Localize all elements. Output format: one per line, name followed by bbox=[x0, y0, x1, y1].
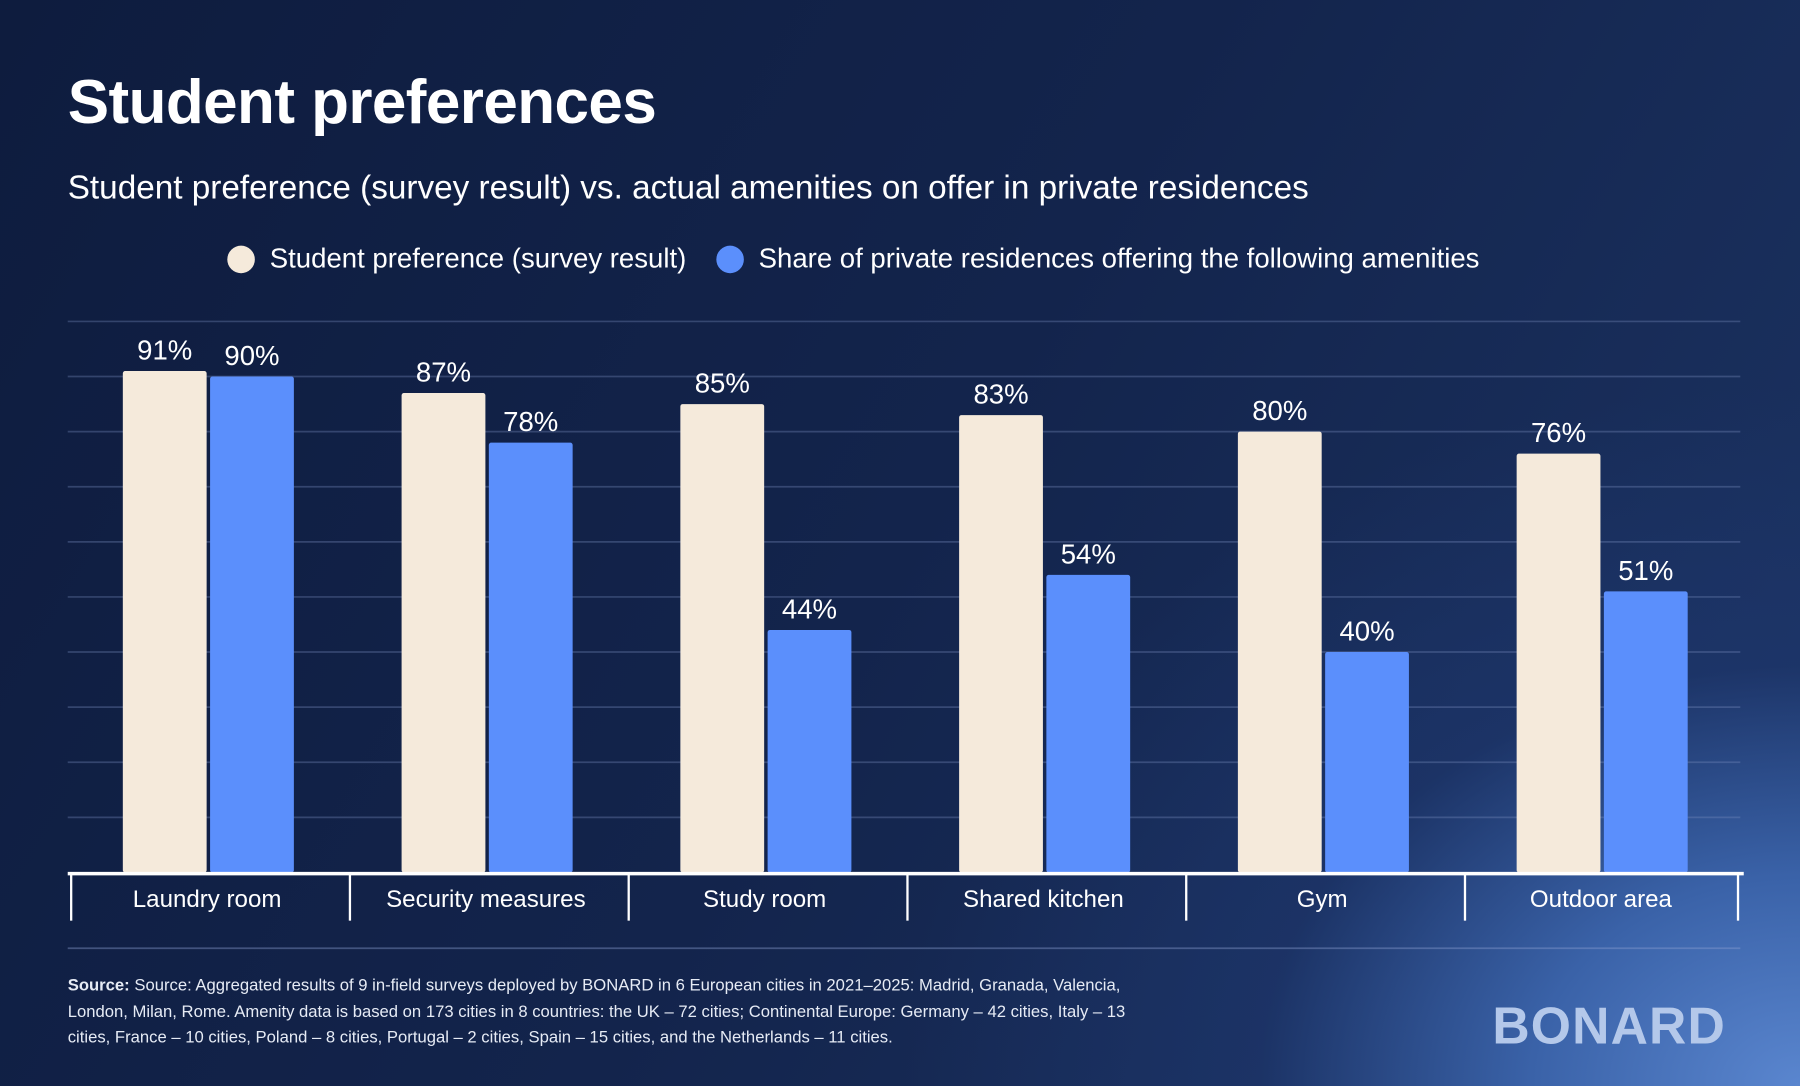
bar-preference bbox=[680, 404, 765, 873]
data-label: 40% bbox=[1339, 616, 1394, 647]
bar-preference bbox=[1516, 453, 1601, 873]
data-label: 90% bbox=[224, 340, 279, 371]
data-label: 91% bbox=[137, 335, 192, 366]
bar-preference bbox=[1237, 431, 1322, 873]
subtitle: Student preference (survey result) vs. a… bbox=[67, 169, 1309, 207]
bar-preference bbox=[959, 415, 1043, 873]
category-label: Shared kitchen bbox=[963, 886, 1124, 913]
bar-offering bbox=[1603, 591, 1688, 873]
data-label: 80% bbox=[1252, 395, 1307, 426]
data-label: 54% bbox=[1061, 538, 1116, 569]
data-label: 83% bbox=[973, 379, 1028, 410]
category-label: Security measures bbox=[386, 886, 586, 913]
legend-swatch-preference bbox=[227, 245, 255, 274]
category-label: Gym bbox=[1297, 886, 1348, 913]
legend-item-preference: Student preference (survey result) bbox=[227, 243, 686, 275]
category-label: Study room bbox=[703, 886, 826, 913]
bar-offering bbox=[488, 442, 573, 873]
bar-offering bbox=[767, 630, 852, 873]
legend-label-preference: Student preference (survey result) bbox=[269, 243, 687, 275]
bar-preference bbox=[401, 393, 486, 873]
bar-offering bbox=[1046, 574, 1131, 873]
data-label: 76% bbox=[1531, 417, 1586, 448]
data-label: 44% bbox=[782, 594, 837, 625]
legend-label-offering: Share of private residences offering the… bbox=[758, 243, 1480, 275]
bonard-logo: BONARD bbox=[1492, 996, 1726, 1055]
legend: Student preference (survey result) Share… bbox=[227, 243, 1479, 275]
source-text: Source: Aggregated results of 9 in-field… bbox=[67, 976, 1126, 1047]
category-label: Outdoor area bbox=[1530, 886, 1673, 913]
category-label: Laundry room bbox=[133, 886, 282, 913]
data-label: 78% bbox=[503, 406, 558, 437]
source-note: Source: Source: Aggregated results of 9 … bbox=[68, 973, 1136, 1050]
data-label: 85% bbox=[695, 368, 750, 399]
page-title: Student preferences bbox=[67, 67, 657, 137]
bar-offering bbox=[1325, 652, 1409, 873]
legend-item-offering: Share of private residences offering the… bbox=[716, 243, 1479, 275]
source-label: Source: bbox=[67, 976, 130, 996]
data-label: 51% bbox=[1618, 555, 1673, 586]
legend-swatch-offering bbox=[716, 245, 744, 274]
bar-preference bbox=[122, 371, 207, 873]
bar-offering bbox=[210, 376, 294, 873]
data-label: 87% bbox=[416, 357, 471, 388]
